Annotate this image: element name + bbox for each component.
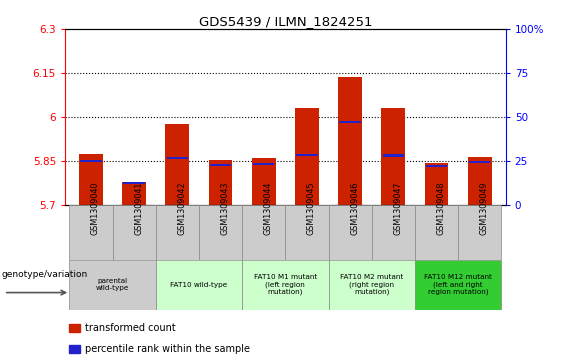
Text: GSM1309049: GSM1309049	[480, 181, 489, 234]
Bar	[425, 163, 449, 205]
Bar	[253, 163, 275, 165]
Bar	[415, 205, 458, 260]
Bar	[372, 205, 415, 260]
Bar	[79, 154, 103, 205]
Bar	[252, 158, 276, 205]
Text: GSM1309048: GSM1309048	[437, 181, 446, 234]
Text: GSM1309047: GSM1309047	[393, 181, 402, 234]
Bar	[112, 205, 156, 260]
Bar	[295, 108, 319, 205]
Text: GSM1309045: GSM1309045	[307, 181, 316, 234]
Bar	[415, 260, 501, 310]
Bar	[338, 77, 362, 205]
Bar	[242, 205, 285, 260]
Bar	[80, 160, 102, 162]
Text: FAT10 wild-type: FAT10 wild-type	[170, 282, 228, 288]
Text: percentile rank within the sample: percentile rank within the sample	[85, 344, 250, 354]
Bar	[123, 182, 145, 184]
Bar	[122, 182, 146, 205]
Bar	[69, 260, 156, 310]
Bar	[328, 205, 372, 260]
Bar	[468, 157, 492, 205]
Bar	[328, 260, 415, 310]
Bar	[166, 125, 189, 205]
Bar	[458, 205, 501, 260]
Bar	[296, 154, 318, 156]
Text: FAT10 M12 mutant
(left and right
region mutation): FAT10 M12 mutant (left and right region …	[424, 274, 492, 295]
Bar	[210, 164, 231, 166]
Text: GSM1309043: GSM1309043	[220, 181, 229, 234]
Bar	[383, 155, 404, 156]
Text: GSM1309040: GSM1309040	[91, 181, 100, 234]
Bar	[469, 161, 490, 163]
Bar	[208, 160, 232, 205]
Bar	[381, 108, 405, 205]
Bar	[156, 205, 199, 260]
Text: parental
wild-type: parental wild-type	[96, 278, 129, 291]
Text: transformed count: transformed count	[85, 323, 176, 333]
Text: FAT10 M1 mutant
(left region
mutation): FAT10 M1 mutant (left region mutation)	[254, 274, 317, 295]
Bar	[242, 260, 328, 310]
Title: GDS5439 / ILMN_1824251: GDS5439 / ILMN_1824251	[198, 15, 372, 28]
Bar	[156, 260, 242, 310]
Text: GSM1309042: GSM1309042	[177, 181, 186, 234]
Bar	[426, 165, 447, 167]
Text: GSM1309044: GSM1309044	[264, 181, 273, 234]
Bar	[199, 205, 242, 260]
Text: genotype/variation: genotype/variation	[2, 270, 88, 279]
Bar	[340, 121, 361, 123]
Bar	[69, 205, 112, 260]
Text: GSM1309046: GSM1309046	[350, 181, 359, 234]
Bar	[69, 345, 80, 354]
Text: GSM1309041: GSM1309041	[134, 181, 143, 234]
Bar	[69, 323, 80, 333]
Bar	[167, 156, 188, 159]
Bar	[285, 205, 328, 260]
Text: FAT10 M2 mutant
(right region
mutation): FAT10 M2 mutant (right region mutation)	[340, 274, 403, 295]
